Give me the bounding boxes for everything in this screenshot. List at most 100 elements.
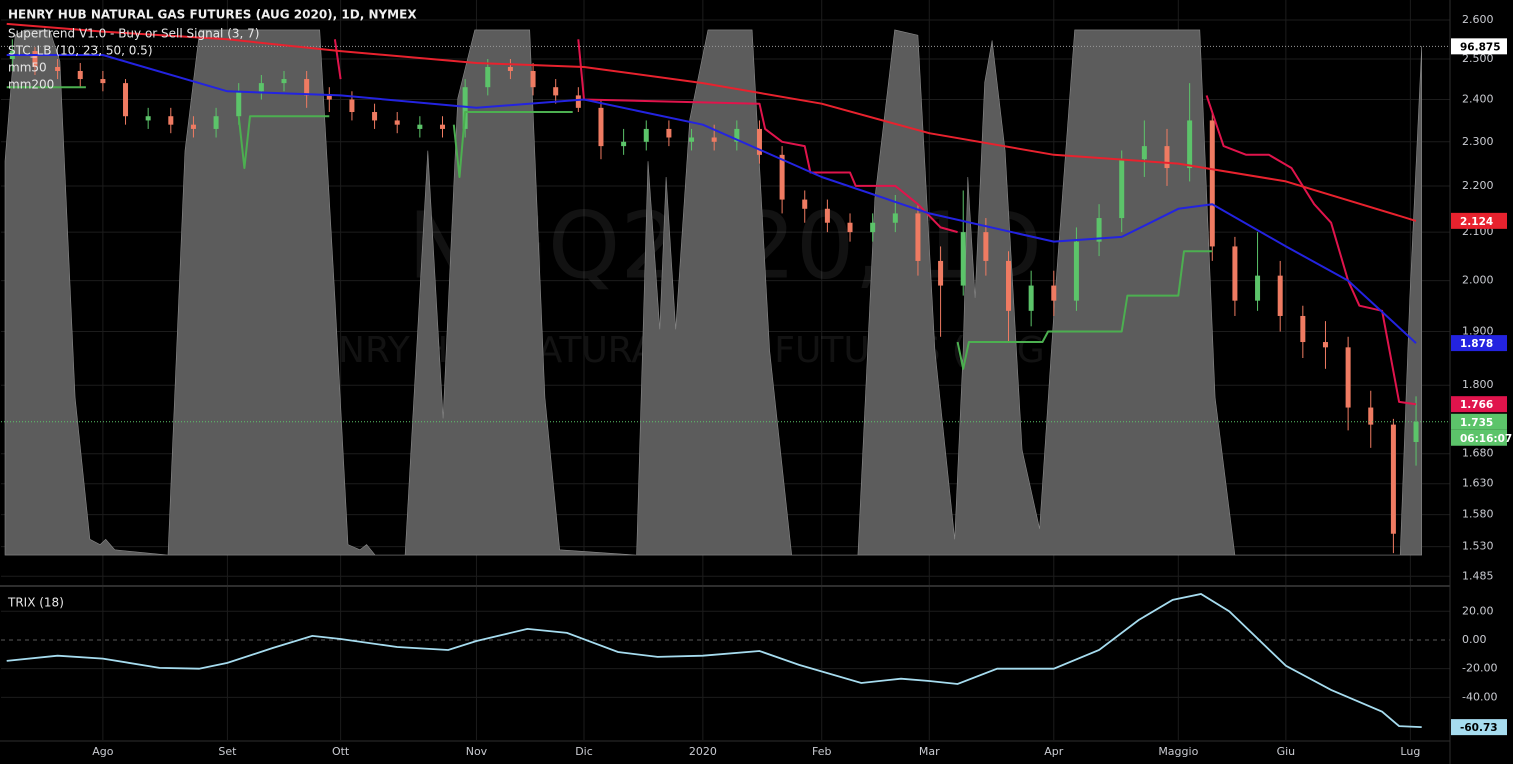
candle-body xyxy=(1277,275,1283,316)
last-price-label: 1.735 xyxy=(1460,417,1493,429)
x-tick-label: Dic xyxy=(575,745,593,758)
x-tick-label: Giu xyxy=(1277,745,1296,758)
candle-body xyxy=(779,154,785,200)
last-value-label: 1.878 xyxy=(1460,338,1493,350)
trix-line xyxy=(6,593,1422,728)
candle-body xyxy=(1345,347,1351,408)
last-value-label: 2.124 xyxy=(1460,216,1493,228)
indicator-line xyxy=(6,22,1417,222)
candle-body xyxy=(326,95,332,100)
y-tick-label: 1.900 xyxy=(1462,325,1494,338)
candle-body xyxy=(507,66,513,71)
legend-entry[interactable]: Supertrend V1.0 - Buy or Sell Signal (3,… xyxy=(8,27,259,41)
x-tick-label: Nov xyxy=(466,745,488,758)
candle-body xyxy=(32,51,38,67)
countdown-box xyxy=(1451,429,1507,446)
candle-body xyxy=(1255,275,1261,301)
candle-body xyxy=(236,91,242,117)
candle-body xyxy=(689,137,695,142)
candle-body xyxy=(1187,120,1193,169)
candle-body xyxy=(1119,159,1125,219)
x-tick-label: Apr xyxy=(1044,745,1064,758)
y-tick-label: 2.000 xyxy=(1462,274,1494,287)
candle-body xyxy=(621,141,627,147)
candle-body xyxy=(870,222,876,233)
x-tick-label: Set xyxy=(218,745,237,758)
x-tick-label: Feb xyxy=(812,745,831,758)
candle-body xyxy=(530,70,536,88)
candle-body xyxy=(1096,218,1102,242)
indicator-line xyxy=(6,86,1213,370)
candle-body xyxy=(756,128,762,155)
candle-body xyxy=(123,83,129,117)
candle-body xyxy=(1300,315,1306,343)
y-tick-label: 1.800 xyxy=(1462,378,1494,391)
chart-title[interactable]: HENRY HUB NATURAL GAS FUTURES (AUG 2020)… xyxy=(8,8,417,22)
x-tick-label: Maggio xyxy=(1158,745,1198,758)
legend-entry[interactable]: mm50 xyxy=(8,61,47,75)
countdown: 06:16:07 xyxy=(1460,433,1512,445)
x-tick-label: Ago xyxy=(92,745,114,758)
y-tick-label: 1.530 xyxy=(1462,540,1494,553)
y-tick-label: 2.200 xyxy=(1462,179,1494,192)
candle-body xyxy=(847,222,853,233)
legend: Supertrend V1.0 - Buy or Sell Signal (3,… xyxy=(8,27,259,92)
candle-body xyxy=(1390,424,1396,534)
y-tick-label: 2.600 xyxy=(1462,13,1494,26)
candle-body xyxy=(575,95,581,108)
last-value-label-box xyxy=(1451,212,1507,229)
candle-body xyxy=(1164,146,1170,169)
candle-body xyxy=(553,87,559,96)
y-tick-label: 2.300 xyxy=(1462,135,1494,148)
candle-body xyxy=(1028,285,1034,311)
candle-body xyxy=(734,128,740,142)
last-value-label-box xyxy=(1451,396,1507,413)
axes: Ago Set Ott Nov Dic 2020 Feb Mar Apr Maggio Giu Lug… xyxy=(92,13,1512,758)
candle-body xyxy=(258,83,264,92)
legend-entry[interactable]: STC_LB (10, 23, 50, 0.5) xyxy=(8,44,153,58)
y-tick-label: 1.580 xyxy=(1462,508,1494,521)
last-value-label: 96.875 xyxy=(1460,41,1501,53)
candle-body xyxy=(439,124,445,129)
candle-body xyxy=(462,87,468,129)
candle-body xyxy=(1051,285,1057,301)
x-tick-label: Lug xyxy=(1400,745,1420,758)
y-tick-label: -20.00 xyxy=(1462,662,1497,675)
candle-body xyxy=(1322,342,1328,348)
candle-body xyxy=(77,70,83,80)
y-tick-label: 2.500 xyxy=(1462,52,1494,65)
candle-body xyxy=(643,128,649,142)
candle-body xyxy=(1232,246,1238,301)
candle-body xyxy=(1141,146,1147,160)
legend-entry[interactable]: mm200 xyxy=(8,78,54,92)
indicator-area xyxy=(4,29,1422,556)
trix-legend[interactable]: TRIX (18) xyxy=(7,596,64,610)
y-tick-label: 1.630 xyxy=(1462,477,1494,490)
y-tick-label: -40.00 xyxy=(1462,690,1497,703)
candle-body xyxy=(100,79,106,84)
candle-body xyxy=(915,213,921,261)
candle-body xyxy=(394,120,400,125)
candle-body xyxy=(485,66,491,88)
candle-body xyxy=(213,116,219,129)
candle-body xyxy=(55,66,61,71)
candle-body xyxy=(802,199,808,209)
x-tick-label: 2020 xyxy=(689,745,717,758)
candle-body xyxy=(824,208,830,223)
candle-body xyxy=(711,137,717,142)
candle-body xyxy=(168,116,174,125)
plot-area xyxy=(1,22,1450,728)
candle-body xyxy=(190,124,196,129)
candle-body xyxy=(304,79,310,96)
candle-body xyxy=(1209,120,1215,247)
candle-body xyxy=(1073,241,1079,301)
last-price-label-box xyxy=(1451,413,1507,430)
last-value-label-box xyxy=(1451,38,1507,55)
y-tick-label: 0.00 xyxy=(1462,633,1487,646)
y-tick-label: 20.00 xyxy=(1462,604,1494,617)
candle-body xyxy=(960,232,966,286)
trix-last-value-box xyxy=(1451,719,1507,736)
y-tick-label: 1.485 xyxy=(1462,569,1494,582)
candle-body xyxy=(349,99,355,113)
